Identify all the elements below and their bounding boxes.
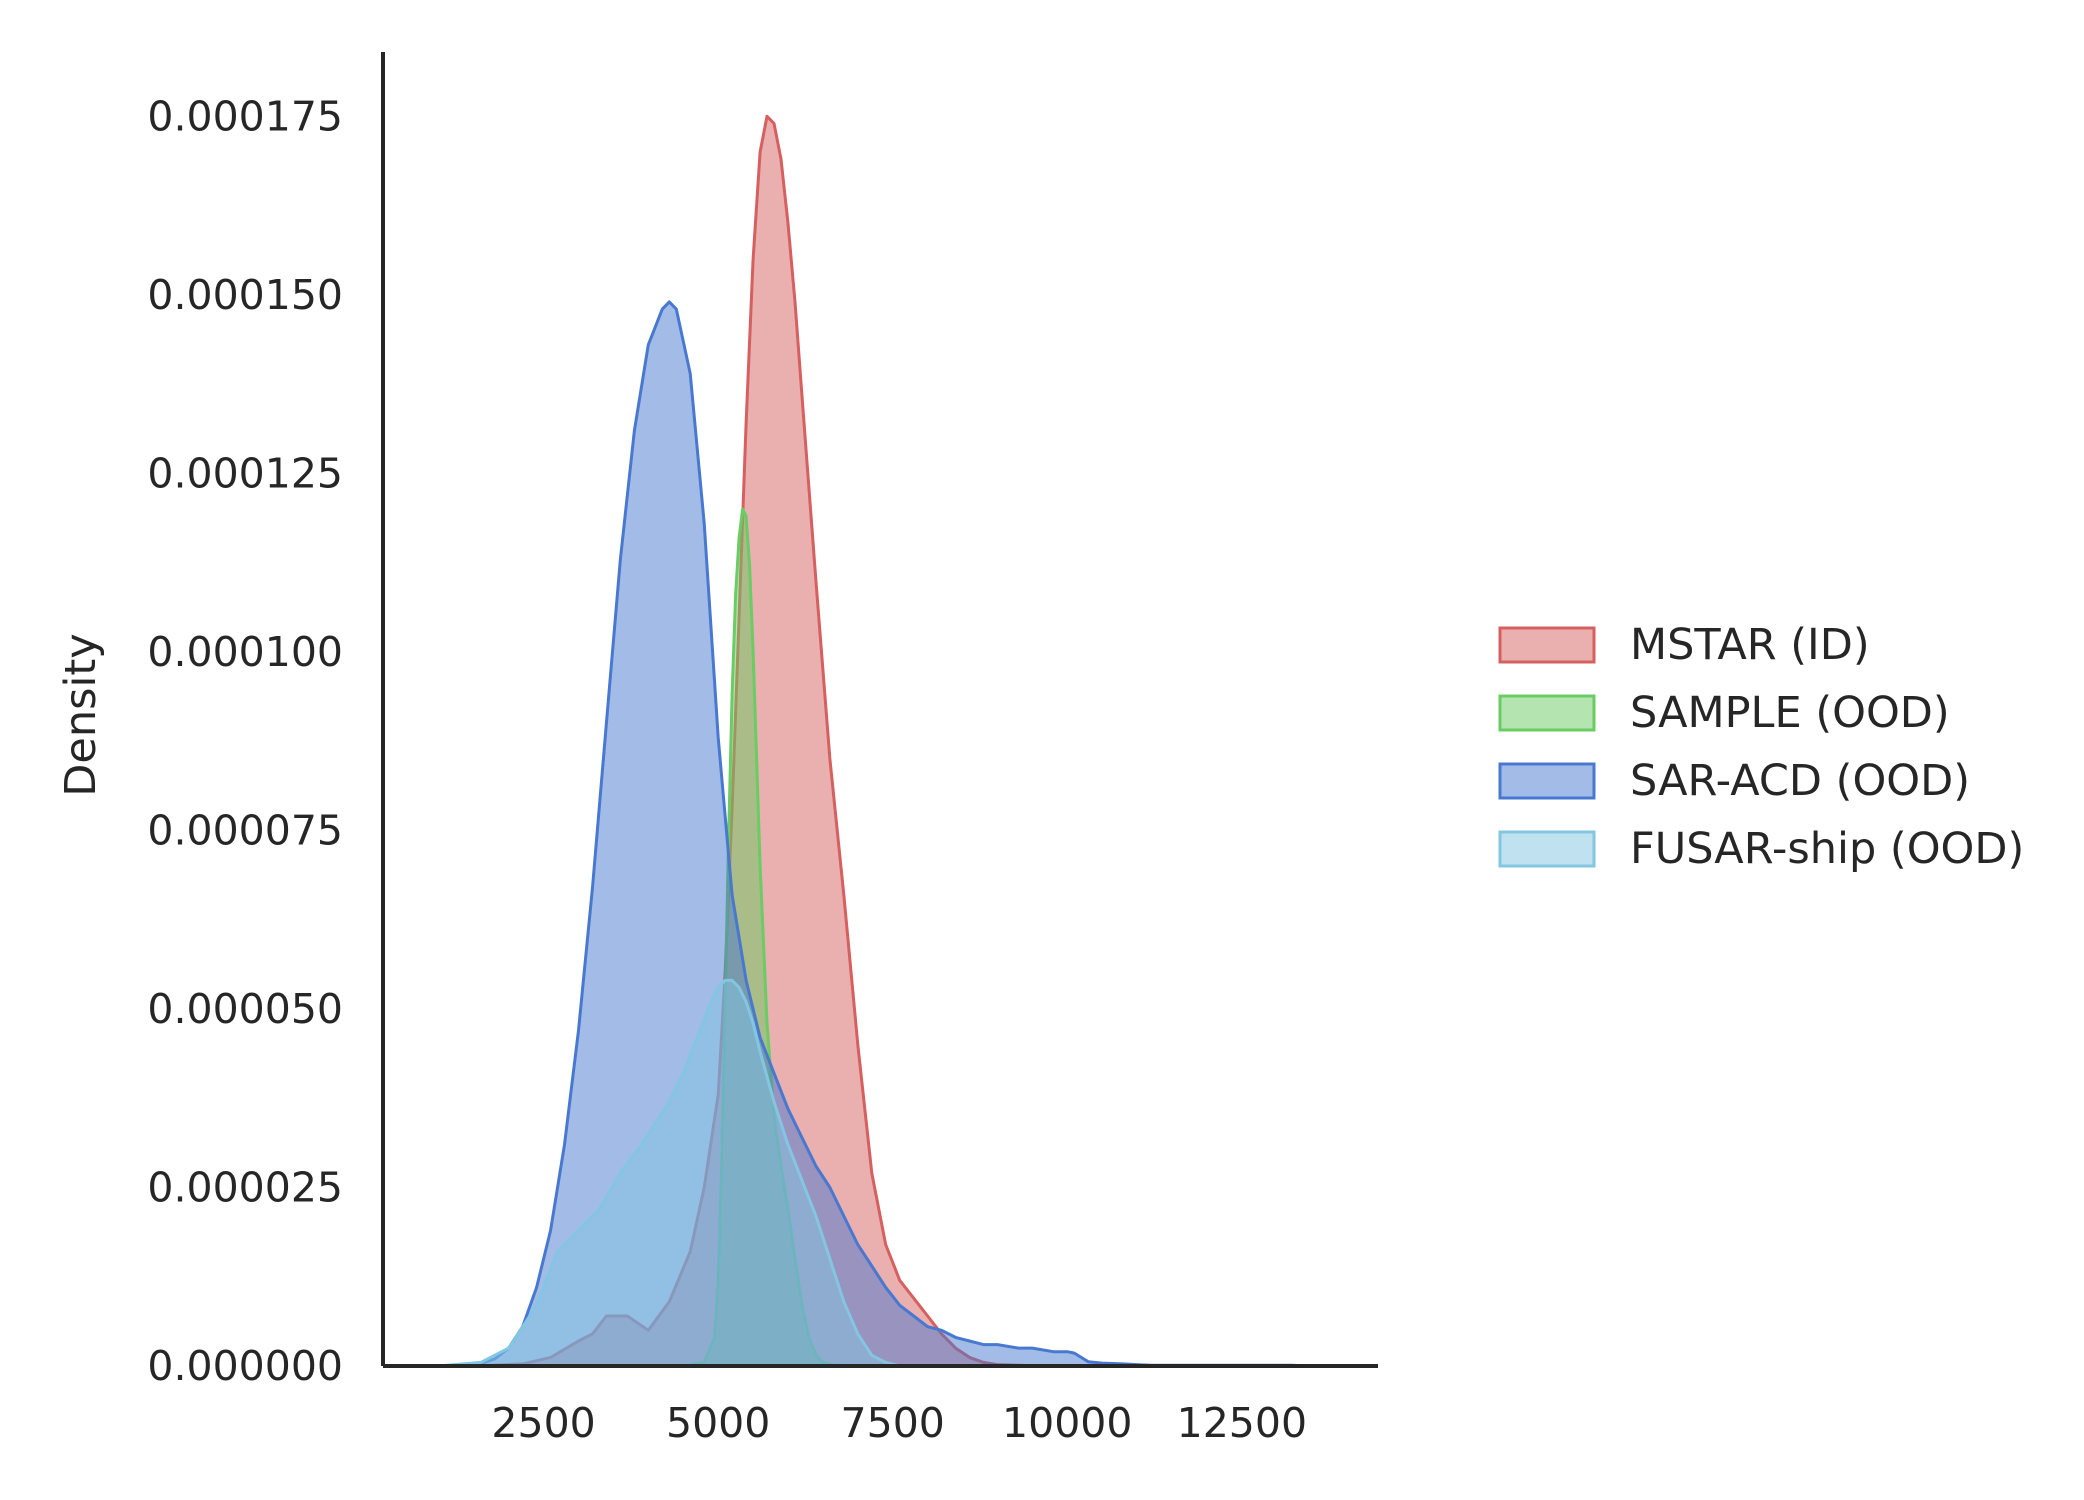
plot-area xyxy=(438,114,1312,1368)
y-tick-label: 0.000025 xyxy=(147,1163,343,1211)
legend-swatch xyxy=(1498,762,1596,800)
y-axis-ticks: 0.000000 0.000025 0.000050 0.000075 0.000100… xyxy=(147,92,343,1390)
legend-swatch xyxy=(1498,694,1596,732)
x-tick-label: 2500 xyxy=(491,1399,595,1447)
y-tick-label: 0.000075 xyxy=(147,806,343,854)
legend-label: FUSAR-ship (OOD) xyxy=(1630,824,2024,874)
x-tick-label: 5000 xyxy=(666,1399,770,1447)
x-tick-label: 10000 xyxy=(1002,1399,1132,1447)
legend-label: SAR-ACD (OOD) xyxy=(1630,756,1970,806)
x-tick-label: 12500 xyxy=(1177,1399,1307,1447)
y-tick-label: 0.000150 xyxy=(147,271,343,319)
legend-label: SAMPLE (OOD) xyxy=(1630,688,1950,738)
y-tick-label: 0.000000 xyxy=(147,1342,343,1390)
x-tick-label: 7500 xyxy=(841,1399,945,1447)
legend-swatch xyxy=(1498,626,1596,664)
y-tick-label: 0.000050 xyxy=(147,985,343,1033)
x-axis-ticks: 2500 5000 7500 10000 12500 xyxy=(491,1399,1307,1447)
y-tick-label: 0.000175 xyxy=(147,92,343,140)
density-line-fusar-ship-ood xyxy=(438,978,901,1368)
y-tick-label: 0.000100 xyxy=(147,628,343,676)
y-axis-label: Density xyxy=(56,633,106,796)
density-area-sar-acd-ood xyxy=(438,301,1312,1366)
density-area-fusar-ship-ood xyxy=(438,980,900,1366)
legend: MSTAR (ID) SAMPLE (OOD) SAR-ACD (OOD) FUSAR… xyxy=(1498,620,2024,874)
density-line-sar-acd-ood xyxy=(438,300,1312,1368)
y-tick-label: 0.000125 xyxy=(147,449,343,497)
legend-label: MSTAR (ID) xyxy=(1630,620,1870,670)
legend-swatch xyxy=(1498,830,1596,868)
